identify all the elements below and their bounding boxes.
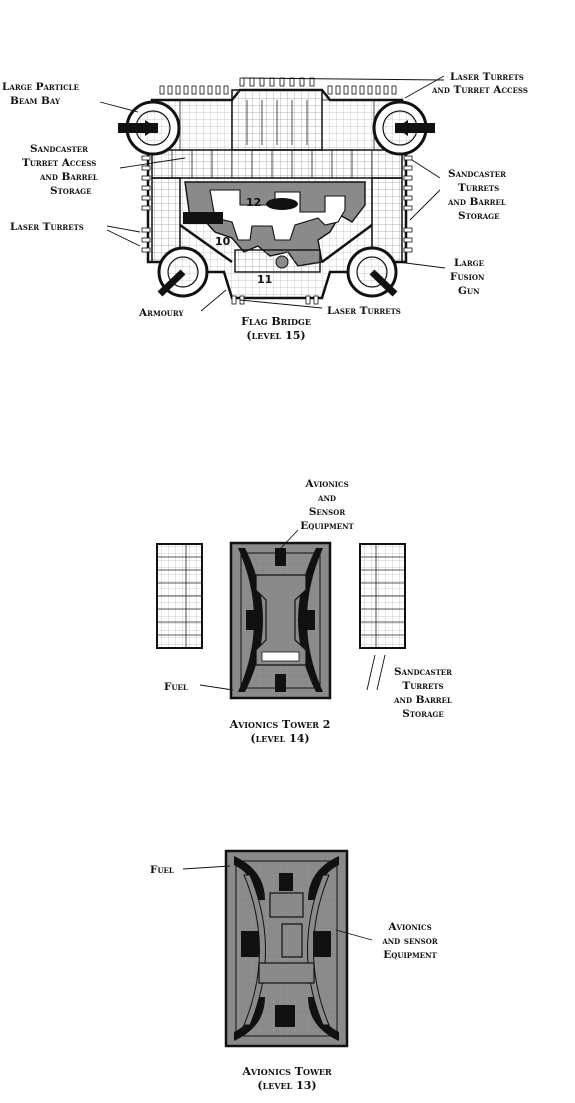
room-number-10: 10: [215, 235, 231, 248]
label-sandcaster14-4: Storage: [402, 708, 443, 720]
label-avionics2-3: Sensor: [309, 506, 345, 518]
tower2-caption-1: Avionics Tower 2: [229, 718, 331, 731]
flag-bridge-leaders: [99, 75, 446, 312]
tower2-caption-2: (level 14): [250, 732, 309, 745]
turret-access-partitions: [246, 100, 308, 145]
tower2-sensor-top: [275, 548, 286, 566]
diagonal-corridors: [179, 223, 373, 264]
room-number-12: 12: [246, 196, 261, 209]
tower-sensor-bottom: [275, 1005, 295, 1027]
label-laser-access-2: and Turret Access: [431, 84, 528, 96]
label-avionics13-2: and sensor: [381, 935, 437, 947]
label-laser-access-1: Laser Turrets: [450, 71, 524, 83]
particle-beam-bay-right: [372, 100, 435, 156]
sandcaster-pips-sides: [141, 155, 413, 253]
label-avionics2-4: Equipment: [300, 520, 354, 532]
tower2-sensor-bottom: [275, 674, 286, 692]
label-sandcaster-turrets-4: Storage: [458, 210, 499, 222]
sandcaster-band-partitions: [171, 150, 373, 178]
tower-sensor-right: [313, 931, 331, 957]
label-sandcaster14-3: and Barrel: [393, 694, 452, 706]
label-particle-beam-2: Beam Bay: [10, 95, 61, 107]
label-fusion-gun-3: Gun: [458, 285, 480, 297]
label-sandcaster-turrets-2: Turrets: [458, 182, 499, 194]
tower2-sensor-left: [246, 610, 260, 630]
flag-bridge-caption-1: Flag Bridge: [241, 315, 311, 328]
tower-left-fuel: [243, 874, 266, 1026]
tower-caption-1: Avionics Tower: [241, 1065, 332, 1078]
tower-upper-room: [269, 892, 304, 918]
label-fusion-gun-1: Large: [454, 257, 484, 269]
fusion-gun-bay-right: [346, 246, 398, 298]
label-avionics2-1: Avionics: [304, 478, 348, 490]
flag-bridge-plan: 12 10 11: [2, 71, 528, 342]
label-sandcaster-access-2: Turret Access: [22, 157, 96, 169]
tower-lower-room: [258, 962, 315, 984]
label-laser-turrets-bottom: Laser Turrets: [327, 305, 401, 317]
label-particle-beam-1: Large Particle: [2, 81, 79, 93]
tower-caption-2: (level 13): [257, 1079, 316, 1092]
label-avionics13-3: Equipment: [383, 949, 437, 961]
flag-bridge-caption-2: (level 15): [246, 329, 305, 342]
label-fuel-14: Fuel: [164, 681, 188, 693]
sandcaster-band: [151, 149, 403, 179]
tower2-sensor-right: [301, 610, 315, 630]
label-fusion-gun-2: Fusion: [450, 271, 485, 283]
label-sandcaster-access-3: and Barrel: [39, 171, 98, 183]
label-sandcaster-access-4: Storage: [50, 185, 91, 197]
tower-right-fuel: [307, 874, 330, 1026]
tower2-core: [255, 574, 307, 666]
laser-turret-pips-top: [159, 77, 397, 95]
tower-sensor-left: [241, 931, 259, 957]
label-laser-turrets-left: Laser Turrets: [10, 221, 84, 233]
avionics-tower-2-plan: Avionics and Sensor Equipment Fuel Sandc…: [156, 478, 452, 745]
label-avionics13-1: Avionics: [387, 921, 431, 933]
tower2-console: [261, 651, 300, 662]
tower-central-room: [281, 923, 303, 958]
tower-leaders: [182, 865, 373, 941]
label-sandcaster14-2: Turrets: [402, 680, 443, 692]
fusion-gun-bay-left: [157, 246, 209, 298]
armoury-racks: [183, 212, 223, 224]
label-armoury: Armoury: [138, 307, 185, 319]
label-avionics2-2: and: [317, 492, 336, 504]
sandcaster-rack-partitions: [157, 544, 405, 648]
label-fuel-13: Fuel: [150, 864, 174, 876]
label-sandcaster14-1: Sandcaster: [394, 666, 452, 678]
particle-beam-bay-left: [118, 100, 181, 156]
label-sandcaster-turrets-3: and Barrel: [447, 196, 506, 208]
label-sandcaster-access-1: Sandcaster: [30, 143, 88, 155]
lift-shaft: [275, 255, 289, 269]
bridge-walkway: [209, 189, 346, 241]
label-sandcaster-turrets-1: Sandcaster: [448, 168, 506, 180]
bridge-command-table: [266, 198, 298, 210]
tower2-leaders: [199, 529, 386, 691]
avionics-tower-plan: Fuel Avionics and sensor Equipment Avion…: [150, 849, 438, 1092]
room-number-11: 11: [257, 273, 272, 286]
tower-sensor-top: [279, 873, 293, 891]
